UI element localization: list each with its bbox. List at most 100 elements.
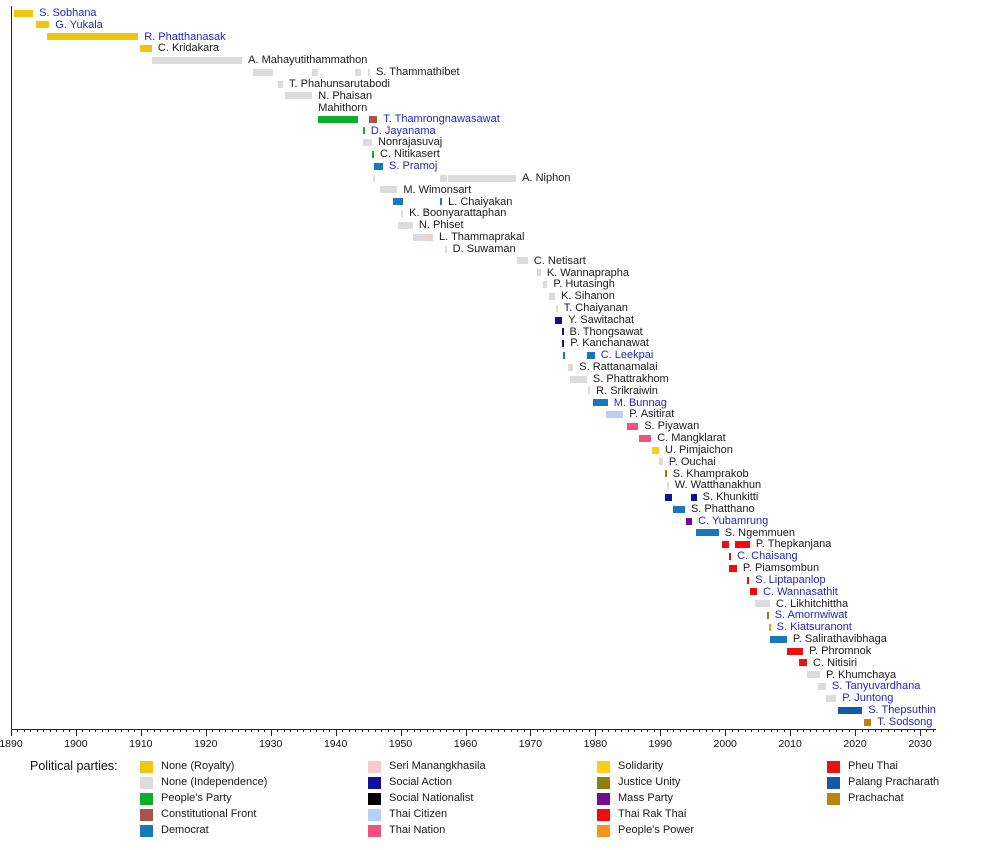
person-label[interactable]: S. Sobhana xyxy=(39,6,97,19)
x-axis-minor-tick xyxy=(829,729,831,732)
person-label[interactable]: T. Thamrongnawasawat xyxy=(383,112,500,125)
x-axis-major-tick xyxy=(205,729,207,736)
timeline-bar xyxy=(379,186,398,194)
person-label: K. Boonyarattaphan xyxy=(409,207,507,220)
x-axis-minor-tick xyxy=(238,729,240,732)
x-axis-tick-label: 1910 xyxy=(129,738,153,750)
timeline-bar xyxy=(140,45,152,53)
x-axis-minor-tick xyxy=(244,729,246,732)
person-label[interactable]: R. Phatthanasak xyxy=(144,30,226,43)
y-axis-spine xyxy=(11,6,13,730)
x-axis-minor-tick xyxy=(153,729,155,732)
timeline-bar xyxy=(372,174,375,182)
x-axis-minor-tick xyxy=(212,729,214,732)
x-axis-minor-tick xyxy=(673,729,675,732)
person-label[interactable]: C. Chaisang xyxy=(737,550,798,563)
timeline-bar xyxy=(412,233,428,241)
x-axis-minor-tick xyxy=(387,729,389,732)
legend-label-mass_party: Mass Party xyxy=(618,792,674,804)
x-axis-minor-tick xyxy=(686,729,688,732)
legend-label-prachachat: Prachachat xyxy=(848,792,904,804)
person-label[interactable]: C. Leekpai xyxy=(600,349,654,362)
legend-label-palang_pracharath: Palang Pracharath xyxy=(848,776,940,788)
timeline-bar xyxy=(536,269,541,277)
x-axis-minor-tick xyxy=(809,729,811,732)
x-axis-minor-tick xyxy=(764,729,766,732)
timeline-bar xyxy=(447,174,517,182)
timeline-bar xyxy=(362,127,365,135)
person-label: R. Srikraiwin xyxy=(596,384,658,397)
legend-label-solidarity: Solidarity xyxy=(618,760,664,772)
person-label: P. Phromnok xyxy=(809,644,872,657)
person-label[interactable]: D. Jayanama xyxy=(370,124,436,137)
x-axis-minor-tick xyxy=(803,729,805,732)
x-axis-tick-label: 1960 xyxy=(453,738,478,750)
person-label[interactable]: P. Juntong xyxy=(842,692,894,705)
person-label[interactable]: M. Bunnag xyxy=(613,396,667,409)
person-label[interactable]: S. Kiatsuranont xyxy=(776,621,852,634)
x-axis-minor-tick xyxy=(471,729,473,732)
x-axis-minor-tick xyxy=(634,729,636,732)
x-axis-minor-tick xyxy=(517,729,519,732)
timeline-bar xyxy=(427,233,434,241)
person-label[interactable]: C. Wannasathit xyxy=(763,585,838,598)
x-axis-tick-label: 1940 xyxy=(323,738,348,750)
person-label: C. Netisart xyxy=(533,254,586,267)
person-label[interactable]: S. Thepsuthin xyxy=(868,704,936,716)
timeline-bar xyxy=(586,351,595,359)
person-label[interactable]: S. Liptapanlop xyxy=(755,573,826,586)
x-axis-minor-tick xyxy=(536,729,538,732)
person-label: C. Nitikasert xyxy=(379,148,440,161)
person-label[interactable]: S. Pramoj xyxy=(389,160,438,173)
person-label[interactable]: G. Yukala xyxy=(55,18,103,31)
timeline-bar xyxy=(355,68,361,76)
person-label[interactable]: C. Yubamrung xyxy=(698,514,769,527)
x-axis-minor-tick xyxy=(712,729,714,732)
x-axis-minor-tick xyxy=(160,729,162,732)
x-axis-minor-tick xyxy=(835,729,837,732)
timeline-bar xyxy=(747,576,750,584)
x-axis-minor-tick xyxy=(108,729,110,732)
x-axis-tick-label: 1990 xyxy=(648,738,672,750)
x-axis-minor-tick xyxy=(549,729,551,732)
person-label[interactable]: S. Amornwiwat xyxy=(774,609,848,622)
timeline-bar xyxy=(807,671,820,679)
timeline-bar xyxy=(561,328,564,336)
person-label: C. Likhitchittha xyxy=(776,597,849,610)
x-axis-minor-tick xyxy=(816,729,818,732)
person-label: S. Thammathibet xyxy=(376,66,460,79)
x-axis-minor-tick xyxy=(842,729,844,732)
x-axis-minor-tick xyxy=(731,729,733,732)
x-axis-minor-tick xyxy=(290,729,292,732)
legend-swatch-peoples_power xyxy=(597,825,610,837)
person-label: T. Phahunsarutabodi xyxy=(289,77,390,90)
x-axis-minor-tick xyxy=(491,729,493,732)
timeline-bar xyxy=(690,493,697,501)
legend-label-social_action: Social Action xyxy=(389,776,452,788)
legend-swatch-seri_manangkhasila xyxy=(368,761,381,773)
x-axis-minor-tick xyxy=(523,729,525,732)
x-axis-minor-tick xyxy=(179,729,181,732)
person-label[interactable]: T. Sodsong xyxy=(877,715,933,728)
x-axis-minor-tick xyxy=(231,729,233,732)
x-axis-major-tick xyxy=(855,729,857,736)
person-label[interactable]: S. Tanyuvardhana xyxy=(831,680,921,693)
x-axis-minor-tick xyxy=(822,729,824,732)
legend-swatch-democrat xyxy=(140,825,153,837)
timeline-bar xyxy=(312,68,319,76)
legend-title: Political parties: xyxy=(30,759,118,773)
x-axis-tick-label: 1970 xyxy=(518,738,543,750)
timeline-bar xyxy=(864,718,872,726)
x-axis-minor-tick xyxy=(329,729,331,732)
timeline-bar xyxy=(749,588,758,596)
x-axis-major-tick xyxy=(11,729,12,736)
x-axis-minor-tick xyxy=(101,729,103,732)
person-label: B. Thongsawat xyxy=(569,325,643,338)
x-axis-minor-tick xyxy=(718,729,720,732)
legend-swatch-peoples_party xyxy=(140,793,153,805)
x-axis-minor-tick xyxy=(887,729,889,732)
timeline-bar xyxy=(605,411,624,419)
timeline-bar xyxy=(14,9,34,17)
legend-swatch-solidarity xyxy=(597,761,610,773)
